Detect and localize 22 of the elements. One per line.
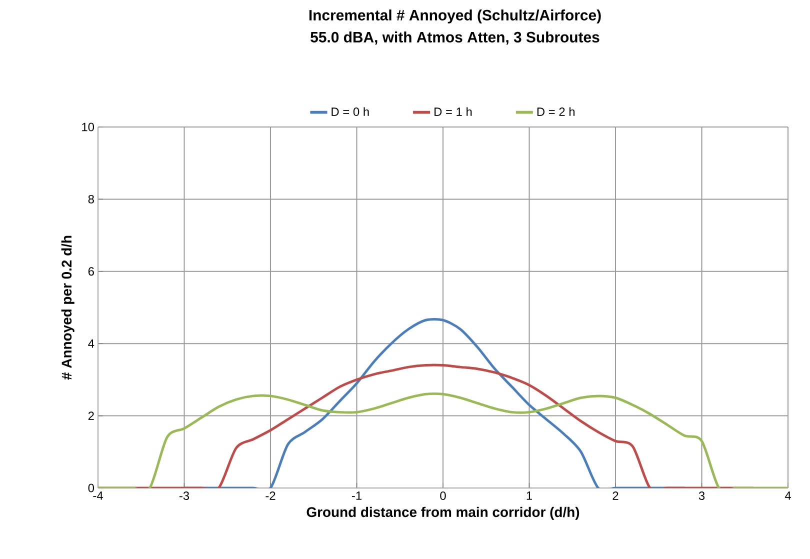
- x-tick-label: -4: [93, 492, 103, 500]
- y-tick-label: 10: [82, 122, 94, 132]
- x-tick-label: -3: [179, 492, 190, 500]
- legend-label: D = 0 h: [332, 107, 369, 116]
- x-tick-label: 1: [526, 492, 532, 500]
- legend-label: D = 1 h: [434, 107, 472, 116]
- x-tick-label: -2: [266, 492, 276, 500]
- y-tick-label: 4: [88, 339, 94, 348]
- y-tick-label: 8: [88, 194, 94, 204]
- y-axis-title: # Annoyed per 0.2 d/h: [61, 236, 74, 380]
- y-tick-label: 0: [88, 484, 94, 492]
- legend-label: D = 2 h: [537, 107, 575, 116]
- x-tick-label: 4: [784, 492, 791, 500]
- x-tick-label: -1: [352, 492, 362, 500]
- y-tick-label: 6: [88, 267, 94, 276]
- x-tick-label: 2: [612, 492, 618, 500]
- chart-title: Incremental # Annoyed (Schultz/Airforce): [309, 10, 601, 24]
- x-tick-label: 0: [440, 492, 446, 500]
- chart-subtitle: 55.0 dBA, with Atmos Atten, 3 Subroutes: [310, 32, 600, 45]
- x-tick-label: 3: [698, 492, 705, 500]
- y-tick-label: 2: [88, 412, 94, 420]
- x-axis-title: Ground distance from main corridor (d/h): [306, 506, 580, 520]
